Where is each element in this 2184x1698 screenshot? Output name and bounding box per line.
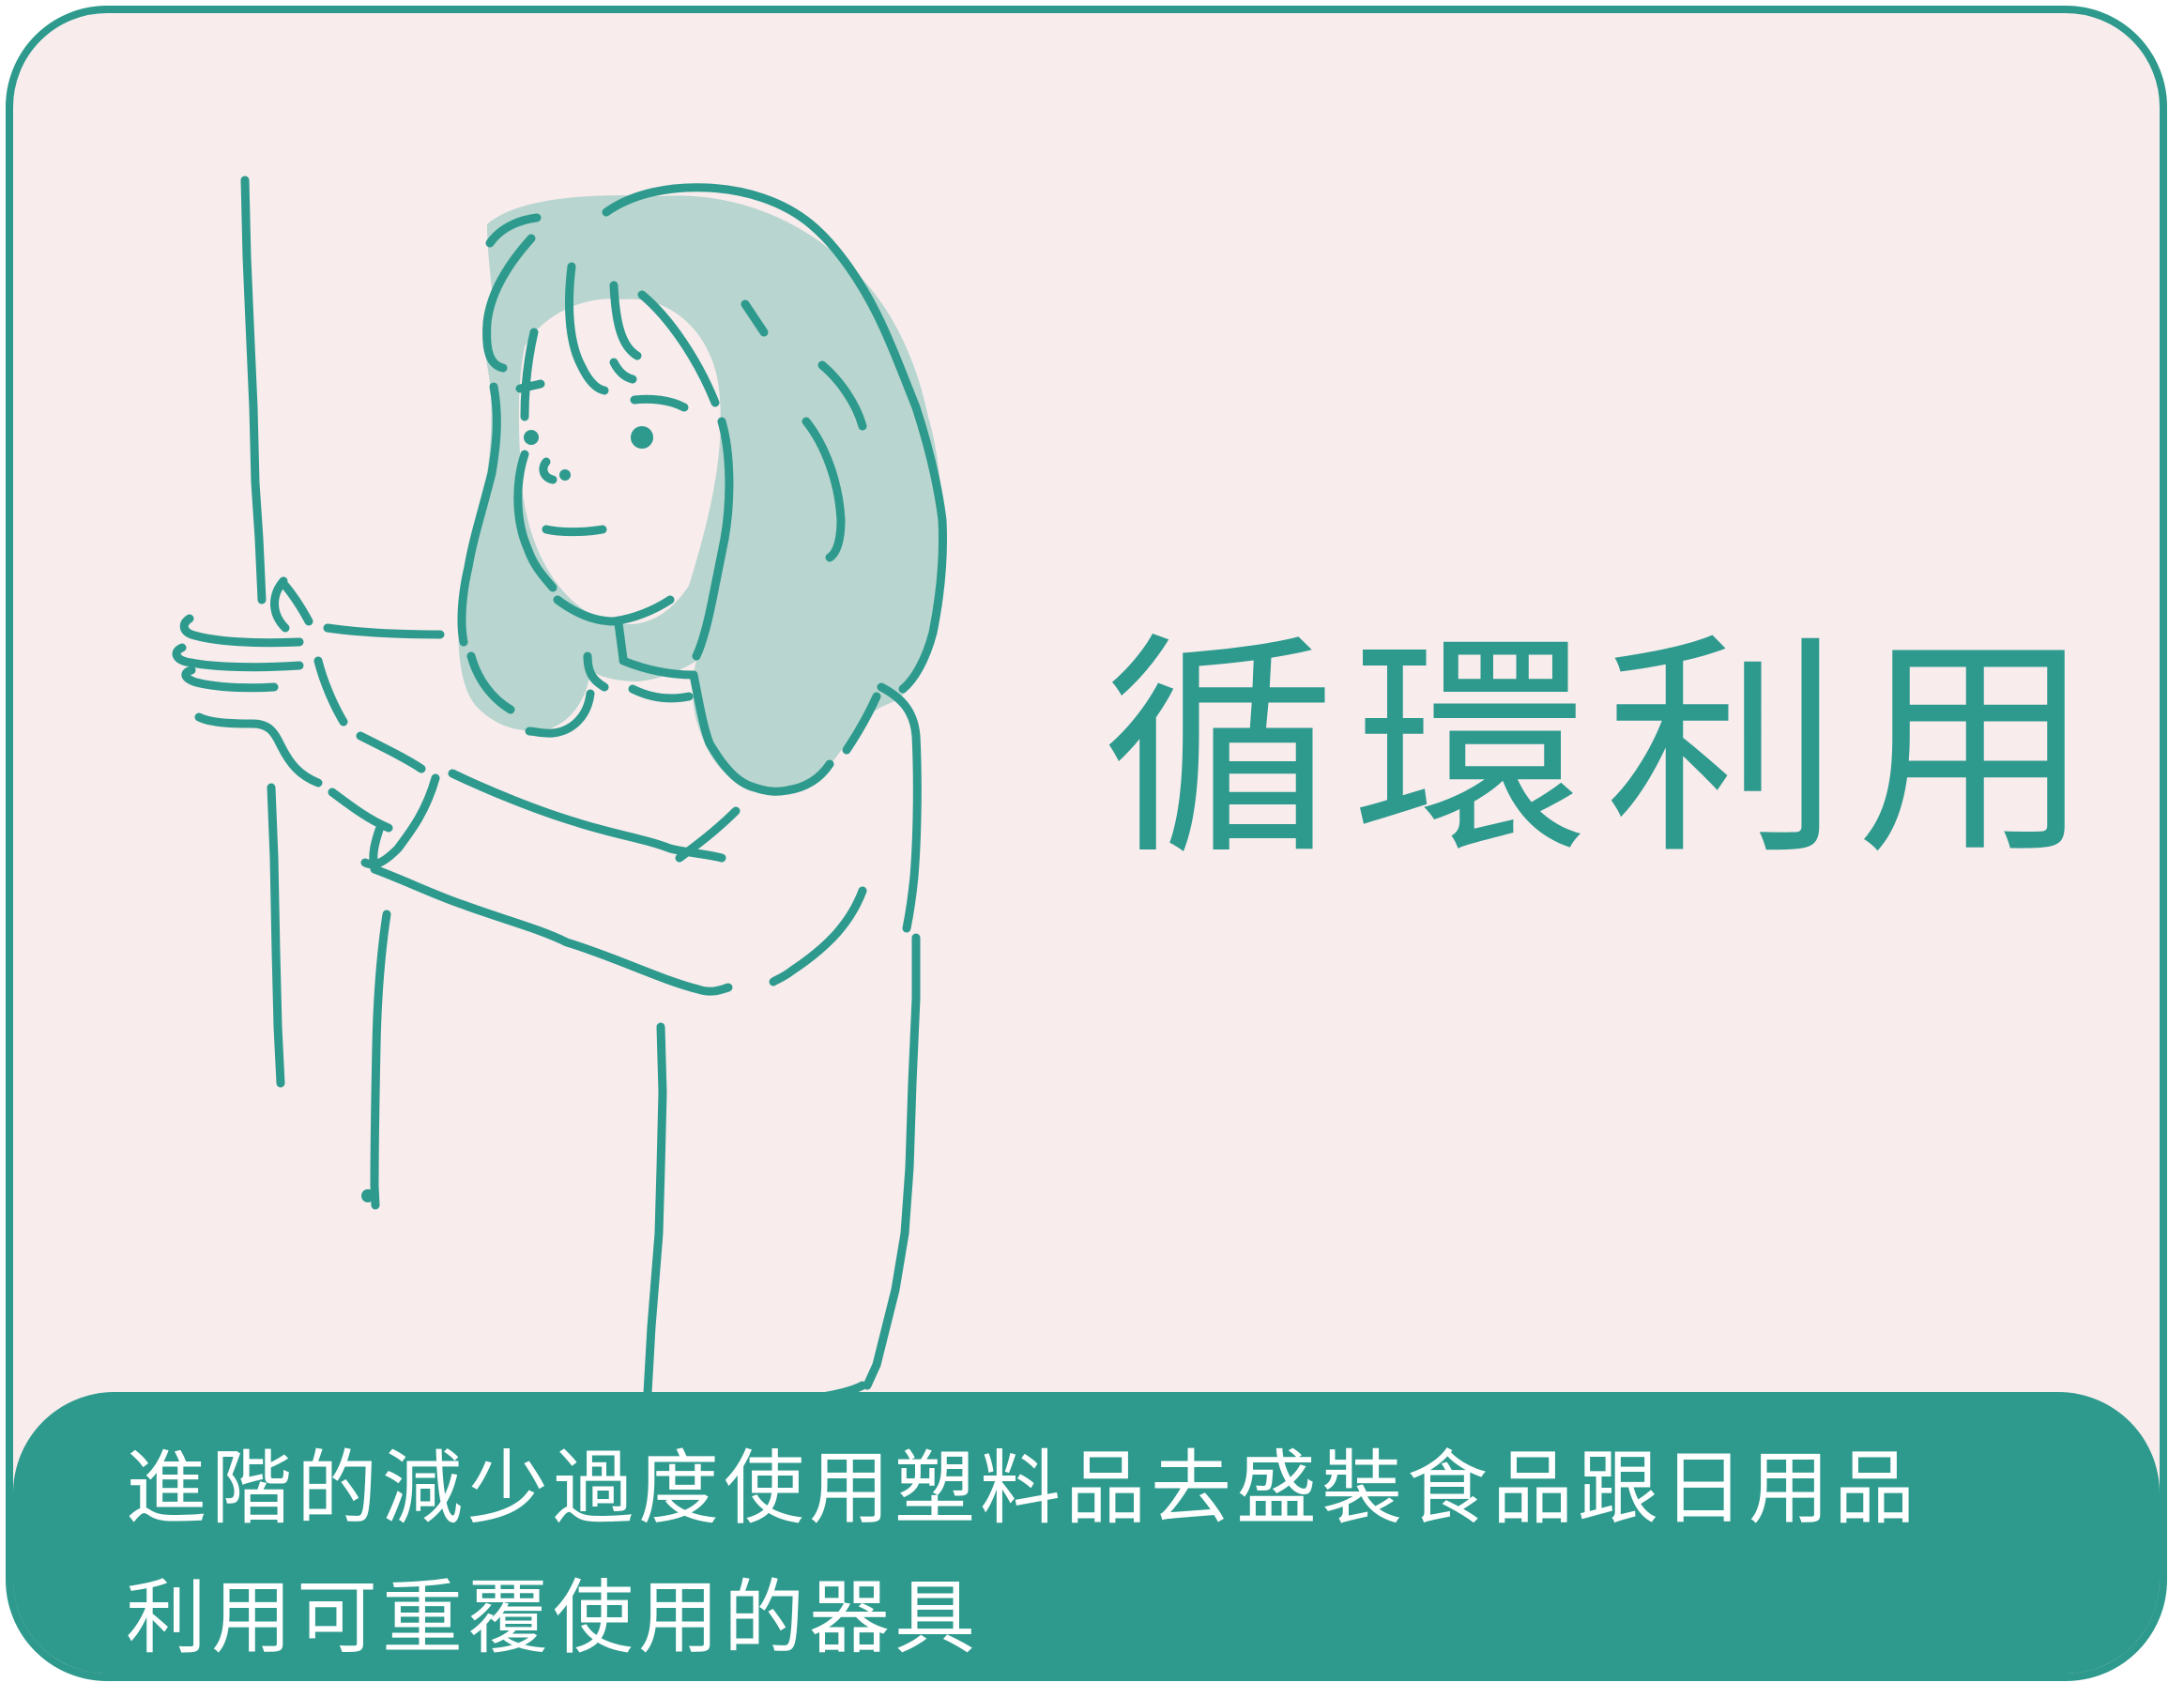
face-fill — [518, 298, 721, 624]
caption-line-2: 利用可重覆使用的器具 — [126, 1571, 980, 1665]
card: 循環利用 進階的減少過度使用塑料品去盛裝食品跟日用品 利用可重覆使用的器具 — [6, 6, 2167, 1681]
caption-text: 進階的減少過度使用塑料品去盛裝食品跟日用品 利用可重覆使用的器具 — [126, 1424, 2050, 1674]
page-title: 循環利用 — [1102, 613, 2108, 886]
woman-holding-pole-illustration — [172, 176, 948, 1406]
caption-bar: 進階的減少過度使用塑料品去盛裝食品跟日用品 利用可重覆使用的器具 — [13, 1392, 2160, 1674]
caption-line-1: 進階的減少過度使用塑料品去盛裝食品跟日用品 — [126, 1442, 1919, 1536]
